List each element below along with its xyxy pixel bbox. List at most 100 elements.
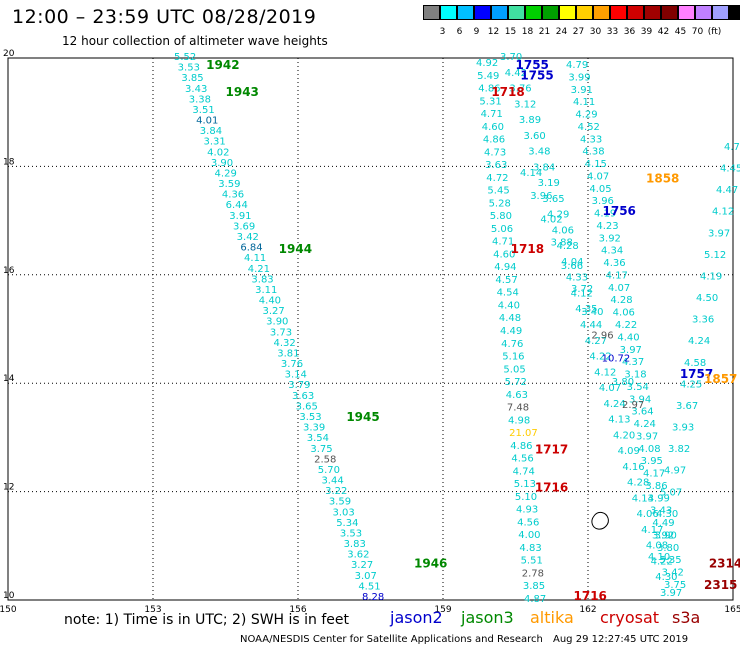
colorbar-swatch — [474, 5, 491, 20]
colorbar-swatch — [593, 5, 610, 20]
swh-value-track2: 4.56 — [517, 517, 539, 528]
colorbar-label: 45 — [674, 27, 687, 37]
swh-value-track5: 3.36 — [692, 315, 714, 326]
swh-value-track1: 3.85 — [181, 73, 203, 84]
colorbar-swatch — [678, 5, 695, 20]
swh-value-track2: 5.10 — [515, 492, 537, 503]
x-tick-label: 162 — [579, 605, 596, 615]
legend-cryosat: cryosat — [600, 608, 660, 627]
swh-value-track4: 3.18 — [624, 370, 646, 381]
pass-time-label: 2315 — [704, 578, 737, 592]
legend-jason2: jason2 — [390, 608, 443, 627]
swh-value-track4: 4.33 — [580, 134, 602, 145]
pass-time-label: 1757 — [680, 367, 713, 381]
swh-value-track2: 4.57 — [495, 275, 517, 286]
swh-value-track2: 5.51 — [521, 556, 543, 567]
colorbar-label: 21 — [538, 27, 551, 37]
swh-value-track6: 2.96 — [591, 330, 613, 341]
swh-value-track3: 4.44 — [580, 320, 602, 331]
colorbar-label: 18 — [521, 27, 534, 37]
colorbar-swatch — [610, 5, 627, 20]
swh-value-track1: 3.90 — [211, 158, 233, 169]
swh-value-track3: 4.28 — [556, 241, 578, 252]
swh-value-track1: 3.53 — [299, 412, 321, 423]
swh-value-track5: 4.24 — [688, 336, 710, 347]
swh-value-track1: 6.84 — [240, 243, 262, 254]
swh-value-track4: 4.34 — [601, 246, 623, 257]
swh-value-track1: 4.02 — [207, 147, 229, 158]
swh-value-track3: 3.19 — [538, 178, 560, 189]
swh-value-track4: 4.28 — [610, 295, 632, 306]
colorbar-swatch — [559, 5, 576, 20]
swh-value-track3: 4.04 — [561, 257, 583, 268]
swh-value-track1: 3.83 — [344, 539, 366, 550]
colorbar-label: 39 — [640, 27, 653, 37]
legend-jason3: jason3 — [461, 608, 514, 627]
swh-value-track1: 3.14 — [285, 370, 307, 381]
swh-value-track6: 3.96 — [530, 191, 552, 202]
swh-value-track4: 3.99 — [648, 493, 670, 504]
swh-value-track4: 3.97 — [636, 431, 658, 442]
swh-value-track4: 3.94 — [629, 394, 651, 405]
swh-value-track3: 4.06 — [552, 225, 574, 236]
colorbar-label: (ft) — [707, 27, 722, 37]
swh-value-track1: 3.27 — [351, 560, 373, 571]
swh-value-track3: 3.84 — [533, 162, 555, 173]
swh-value-track2: 4.60 — [482, 122, 504, 133]
colorbar-swatch — [712, 5, 729, 20]
swh-value-track3: 4.33 — [566, 273, 588, 284]
swh-value-track2: 4.48 — [499, 313, 521, 324]
colorbar-swatch — [729, 5, 740, 20]
swh-value-track4: 3.80 — [657, 543, 679, 554]
pass-time-label: 1717 — [535, 443, 568, 457]
swh-value-track2: 4.00 — [518, 530, 540, 541]
swh-value-track5: 3.67 — [676, 401, 698, 412]
colorbar-swatch — [627, 5, 644, 20]
pass-time-label: 1858 — [646, 172, 679, 186]
swh-value-track1: 3.42 — [237, 232, 259, 243]
swh-value-track6: 2.97 — [622, 400, 644, 411]
swh-value-track4: 4.37 — [622, 357, 644, 368]
swh-value-track1: 3.83 — [251, 274, 273, 285]
swh-value-track4: 4.07 — [608, 283, 630, 294]
swh-value-track3: 4.08 — [646, 541, 668, 552]
swh-value-track1: 3.69 — [233, 221, 255, 232]
colorbar-swatch — [491, 5, 508, 20]
swh-value-track2: 5.05 — [503, 364, 525, 375]
colorbar-label: 12 — [487, 27, 500, 37]
swh-value-track2: 4.83 — [519, 543, 541, 554]
swh-value-track3: 4.12 — [571, 288, 593, 299]
colorbar-swatch — [525, 5, 542, 20]
y-tick-label: 16 — [3, 266, 15, 276]
swh-value-track4: 3.97 — [620, 345, 642, 356]
swh-value-track4: 3.95 — [641, 456, 663, 467]
swh-value-track4: 3.54 — [627, 382, 649, 393]
swh-value-track4: 4.79 — [566, 60, 588, 71]
colorbar-swatch — [661, 5, 678, 20]
pass-time-label: 1943 — [226, 85, 259, 99]
swh-value-track5: 4.97 — [664, 466, 686, 477]
swh-value-track2: 4.87 — [524, 594, 546, 605]
colorbar-label: 27 — [572, 27, 585, 37]
colorbar-swatch — [576, 5, 593, 20]
footer-credit: NOAA/NESDIS Center for Satellite Applica… — [240, 634, 543, 645]
pass-time-label: 1718 — [511, 242, 544, 256]
swh-value-track3: 4.22 — [651, 556, 673, 567]
swh-value-track2: 4.49 — [500, 326, 522, 337]
swh-value-track4: 4.22 — [615, 320, 637, 331]
swh-value-track4: 3.86 — [645, 481, 667, 492]
colorbar-label: 36 — [623, 27, 636, 37]
swh-value-track2: 4.56 — [511, 454, 533, 465]
footnote: note: 1) Time is in UTC; 2) SWH is in fe… — [64, 612, 350, 628]
swh-value-track1: 3.65 — [296, 401, 318, 412]
swh-value-track4: 3.92 — [599, 233, 621, 244]
swh-value-track1: 3.43 — [185, 84, 207, 95]
legend-s3a: s3a — [672, 608, 701, 627]
swh-value-track1: 4.01 — [196, 116, 218, 127]
swh-value-track2: 5.72 — [505, 377, 527, 388]
swh-value-track1: 3.31 — [203, 137, 225, 148]
colorbar-label: 6 — [456, 27, 463, 37]
swh-value-track2: 4.54 — [497, 288, 519, 299]
swh-value-track5: 4.58 — [684, 358, 706, 369]
swh-value-track2: 3.85 — [523, 581, 545, 592]
